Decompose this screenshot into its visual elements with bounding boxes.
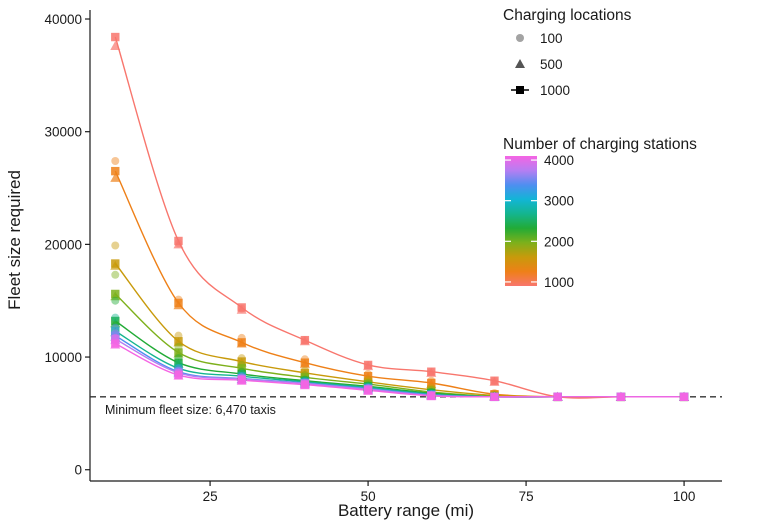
- y-tick-label: 30000: [44, 125, 82, 140]
- legend-shape-label-100: 100: [540, 31, 563, 46]
- square-point-1000: [111, 32, 120, 42]
- square-point-4000: [490, 392, 499, 402]
- circle-point-2250: [111, 270, 120, 279]
- square-point-4000: [553, 392, 562, 402]
- square-point-2250: [237, 364, 246, 373]
- square-point-2250: [111, 289, 120, 299]
- square-point-2500: [174, 358, 183, 367]
- circle-point-1500: [111, 156, 120, 165]
- square-point-2000: [174, 337, 183, 346]
- fit-curve-3000: [114, 330, 685, 398]
- triangle-point-1000: [110, 41, 121, 51]
- y-tick-label: 20000: [44, 237, 82, 252]
- data-points: [110, 32, 690, 402]
- square-point-1500: [427, 378, 436, 388]
- circle-point-2000: [111, 241, 120, 250]
- square-point-1000: [237, 303, 246, 312]
- colorbar-tick-label: 3000: [544, 194, 574, 209]
- circle-point-3000: [111, 313, 120, 322]
- square-point-3750: [111, 334, 120, 344]
- legend-circle-marker: [516, 34, 524, 42]
- square-point-2000: [237, 357, 246, 366]
- square-point-4000: [363, 386, 373, 395]
- x-tick-label: 100: [673, 489, 696, 504]
- colorbar: [505, 156, 537, 286]
- square-point-1000: [174, 236, 183, 246]
- legend-charging-stations: Number of charging stations 1000 2000 3000…: [503, 136, 697, 290]
- square-point-4000: [111, 339, 120, 348]
- square-point-1500: [111, 166, 120, 176]
- square-point-1500: [300, 358, 310, 367]
- y-tick-label: 40000: [44, 12, 82, 27]
- square-point-4000: [679, 392, 689, 402]
- legend-shape-label-1000: 1000: [540, 83, 570, 98]
- square-point-4000: [616, 392, 626, 402]
- circle-point-2500: [111, 296, 120, 305]
- fit-curve-4000: [114, 342, 685, 398]
- colorbar-tick-label: 4000: [544, 153, 574, 168]
- legend-triangle-marker: [515, 59, 525, 68]
- fitted-curves: [114, 36, 685, 399]
- colorbar-ticks: 1000 2000 3000 4000: [505, 153, 574, 290]
- y-tick-label: 10000: [44, 350, 82, 365]
- square-point-1500: [237, 338, 246, 347]
- square-point-1000: [363, 360, 373, 370]
- triangle-point-1500: [110, 172, 121, 182]
- y-tick-label: 0: [74, 463, 82, 478]
- square-point-2000: [111, 259, 120, 268]
- square-point-3000: [111, 326, 120, 336]
- square-point-2500: [111, 316, 120, 326]
- legend-charging-locations: Charging locations 100 500 1000: [503, 7, 632, 98]
- square-point-1500: [363, 372, 373, 381]
- fit-curve-1000: [114, 36, 685, 399]
- fit-curve-1500: [114, 170, 685, 398]
- x-axis-label: Battery range (mi): [338, 501, 474, 520]
- square-point-1000: [490, 376, 499, 385]
- x-tick-label: 75: [519, 489, 534, 504]
- square-point-4000: [174, 370, 183, 380]
- square-point-4000: [237, 375, 246, 385]
- fit-curve-2250: [114, 293, 685, 398]
- colorbar-tick-label: 2000: [544, 234, 574, 249]
- legend-color-title: Number of charging stations: [503, 136, 697, 153]
- legend-shape-title: Charging locations: [503, 7, 632, 24]
- square-point-1000: [300, 335, 310, 345]
- legend-shape-label-500: 500: [540, 57, 563, 72]
- x-axis-ticks: 25 50 75 100: [203, 481, 696, 504]
- y-axis-label: Fleet size required: [5, 170, 24, 310]
- x-tick-label: 25: [203, 489, 218, 504]
- circle-point-3500: [111, 323, 120, 332]
- square-point-2000: [300, 368, 310, 378]
- square-point-2250: [174, 348, 183, 357]
- x-tick-label: 50: [361, 489, 376, 504]
- minimum-fleet-label: Minimum fleet size: 6,470 taxis: [105, 403, 276, 417]
- square-point-4000: [300, 380, 310, 389]
- square-point-4000: [427, 391, 436, 401]
- y-axis-ticks: 0 10000 20000 30000 40000: [44, 12, 90, 478]
- legend-square-marker: [516, 86, 524, 94]
- square-point-1500: [174, 298, 183, 308]
- square-point-1000: [427, 367, 436, 376]
- colorbar-tick-label: 1000: [544, 275, 574, 290]
